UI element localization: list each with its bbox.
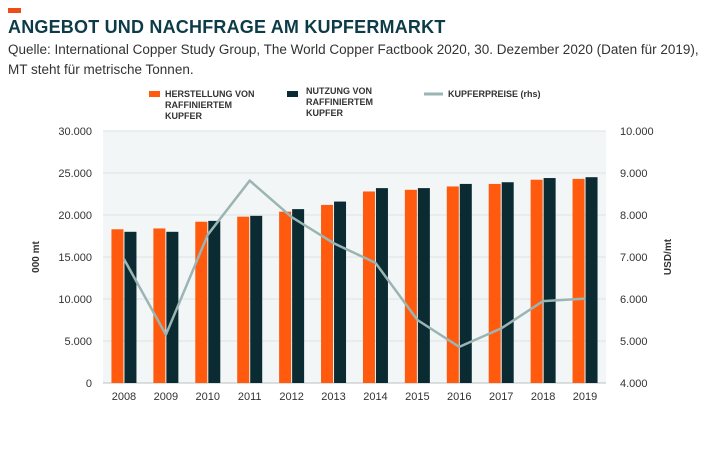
bar-herstellung (488, 183, 501, 383)
legend: HERSTELLUNG VON RAFFINIERTEM KUPFER NUTZUN… (149, 86, 541, 121)
bar-herstellung (572, 178, 585, 383)
bar-herstellung (404, 189, 417, 383)
x-tick-label: 2009 (154, 391, 178, 403)
bar-herstellung (195, 221, 208, 383)
y2-tick-label: 9.000 (620, 168, 648, 180)
chart-subtitle: Quelle: International Copper Study Group… (8, 42, 699, 77)
price-line-path (122, 179, 586, 349)
bar-nutzung (208, 220, 221, 383)
x-tick-label: 2014 (363, 391, 387, 403)
x-tick-label: 2015 (405, 391, 429, 403)
y-tick-label: 15.000 (58, 252, 92, 264)
bar-nutzung (375, 188, 388, 383)
x-tick-label: 2008 (112, 391, 136, 403)
legend-swatch-herstellung (149, 91, 160, 97)
y-tick-label: 30.000 (58, 126, 92, 138)
y-tick-label: 0 (86, 378, 92, 390)
bar-herstellung (279, 211, 292, 383)
bar-nutzung (250, 215, 263, 383)
bar-nutzung (585, 177, 598, 383)
y2-tick-label: 4.000 (620, 378, 648, 390)
bar-nutzung (501, 182, 514, 383)
bar-nutzung (166, 231, 179, 383)
x-tick-label: 2011 (238, 391, 262, 403)
bar-nutzung (334, 201, 347, 383)
bar-nutzung (292, 209, 305, 383)
bar-herstellung (237, 216, 250, 383)
bars (111, 177, 598, 383)
bar-nutzung (417, 188, 430, 383)
x-tick-label: 2019 (573, 391, 597, 403)
x-tick-label: 2018 (531, 391, 555, 403)
x-tick-label: 2012 (279, 391, 303, 403)
y-tick-label: 5.000 (64, 336, 92, 348)
y2-tick-label: 7.000 (620, 252, 648, 264)
y2-tick-label: 10.000 (620, 126, 654, 138)
x-tick-label: 2013 (321, 391, 345, 403)
y-tick-label: 10.000 (58, 294, 92, 306)
legend-swatch-nutzung (287, 91, 298, 97)
legend-label-herstellung: HERSTELLUNG VON RAFFINIERTEM KUPFER (165, 89, 255, 121)
bar-herstellung (530, 179, 543, 383)
y2-tick-label: 8.000 (620, 210, 648, 222)
bar-herstellung (321, 204, 334, 383)
bar-nutzung (124, 231, 137, 383)
y-axis-label: 000 mt (31, 240, 42, 272)
bar-herstellung (111, 229, 124, 383)
y2-axis-ticks: 4.000 5.000 6.000 7.000 8.000 9.000 10.000 (620, 126, 654, 390)
y2-tick-label: 6.000 (620, 294, 648, 306)
y-axis-ticks: 0 5.000 10.000 15.000 20.000 25.000 30.000 (58, 126, 92, 390)
bar-herstellung (446, 186, 459, 383)
bar-nutzung (543, 178, 556, 383)
y-tick-label: 25.000 (58, 168, 92, 180)
x-axis-ticks: 2008 2009 2010 2011 2012 2013 2014 2015 2016 2017… (112, 391, 598, 403)
chart-title: ANGEBOT UND NACHFRAGE AM KUPFERMARKT (8, 17, 446, 37)
bar-nutzung (459, 183, 472, 383)
bar-herstellung (153, 228, 166, 383)
y2-tick-label: 5.000 (620, 336, 648, 348)
legend-label-nutzung: NUTZUNG VON RAFFINIERTEM KUPFER (306, 86, 373, 118)
bar-herstellung (362, 191, 375, 383)
x-tick-label: 2017 (489, 391, 513, 403)
price-line (122, 179, 586, 349)
x-tick-label: 2016 (447, 391, 471, 403)
y-tick-label: 20.000 (58, 210, 92, 222)
x-tick-label: 2010 (196, 391, 220, 403)
accent-bar (8, 8, 21, 13)
y2-axis-label: USD/mt (663, 238, 674, 275)
legend-label-kupferpreise: KUPFERPREISE (rhs) (448, 89, 541, 99)
gridlines (103, 130, 606, 384)
